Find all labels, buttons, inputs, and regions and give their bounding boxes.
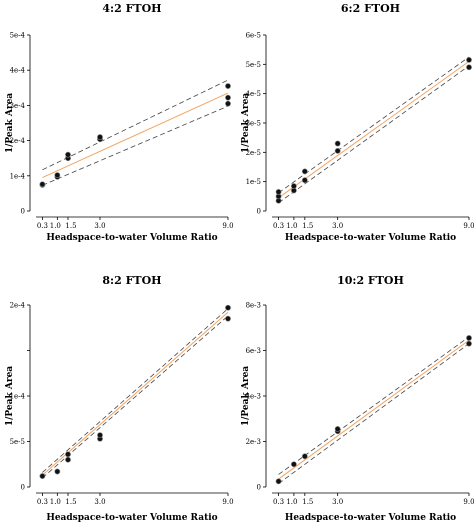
x-tick-label: 1.0: [286, 222, 297, 230]
y-tick-label: 5e-5: [10, 438, 25, 446]
x-axis-title: Headspace-to-water Volume Ratio: [46, 513, 217, 523]
x-tick-label: 0.3: [273, 222, 284, 230]
y-tick-label: 6e-5: [246, 32, 261, 40]
x-tick-label: 1.5: [302, 222, 313, 230]
y-tick-label: 6e-3: [246, 347, 261, 355]
y-tick-label: 4e-5: [246, 90, 261, 98]
chart-title: 8:2 FTOH: [102, 274, 161, 287]
y-tick-label: 5e-5: [246, 61, 261, 69]
ci-upper-line: [278, 56, 470, 194]
ci-upper-line: [42, 308, 229, 473]
data-point: [225, 315, 231, 322]
data-point: [301, 177, 308, 184]
ci-upper-line: [42, 79, 229, 171]
x-axis-title: Headspace-to-water Volume Ratio: [285, 513, 456, 523]
data-point: [466, 335, 472, 341]
regression-line: [42, 92, 229, 179]
ci-lower-line: [278, 343, 470, 484]
data-point: [65, 451, 71, 458]
data-point: [65, 456, 71, 463]
y-tick-label: 8e-3: [246, 302, 261, 310]
chart-title: 10:2 FTOH: [337, 274, 404, 287]
y-tick-label: 2e-3: [246, 438, 261, 446]
chart-title: 4:2 FTOH: [102, 2, 161, 15]
x-axis-title: Headspace-to-water Volume Ratio: [46, 233, 217, 243]
data-point: [225, 83, 231, 89]
y-axis-title: 1/Peak Area: [241, 366, 251, 426]
x-tick-label: 0.3: [37, 498, 48, 506]
y-tick-label: 2e-4: [10, 137, 26, 145]
x-tick-label: 9.0: [222, 222, 233, 230]
y-tick-label: 0: [21, 484, 25, 492]
data-point: [97, 432, 103, 439]
data-point: [334, 426, 341, 432]
chart-title: 6:2 FTOH: [341, 2, 400, 15]
y-axis-title: 1/Peak Area: [5, 93, 15, 153]
x-tick-label: 9.0: [222, 498, 233, 506]
data-point: [225, 304, 231, 311]
y-tick-label: 2e-4: [10, 302, 26, 310]
ci-lower-line: [42, 315, 229, 479]
data-point: [466, 57, 472, 63]
ci-lower-line: [278, 65, 470, 204]
y-tick-label: 4e-3: [246, 393, 261, 401]
y-tick-label: 2e-5: [246, 149, 261, 157]
x-axis-title: Headspace-to-water Volume Ratio: [285, 233, 456, 243]
chart-panel-2: 6:2 FTOH 0.3 1.0 1.5 3.0 9.0 0 1e-5 2e-5 3e-5 4e-5…: [241, 2, 474, 243]
data-point: [334, 147, 341, 154]
x-tick-label: 9.0: [463, 222, 474, 230]
x-tick-label: 1.5: [302, 498, 313, 506]
data-point: [334, 140, 341, 147]
x-tick-label: 3.0: [332, 222, 343, 230]
regression-line: [42, 311, 229, 476]
data-point: [225, 94, 231, 101]
x-tick-label: 0.3: [37, 222, 48, 230]
x-tick-label: 1.0: [50, 222, 61, 230]
y-axis-title: 1/Peak Area: [5, 366, 15, 426]
ci-lower-line: [42, 105, 229, 186]
y-tick-label: 5e-4: [10, 32, 26, 40]
y-tick-label: 3e-5: [246, 120, 261, 128]
x-tick-label: 3.0: [94, 222, 105, 230]
x-tick-label: 3.0: [332, 498, 343, 506]
data-point: [466, 64, 472, 71]
y-tick-label: 4e-4: [10, 67, 26, 75]
regression-line: [278, 60, 470, 199]
y-tick-label: 0: [21, 208, 25, 216]
data-point: [54, 468, 61, 475]
data-point: [275, 478, 282, 485]
data-point: [275, 189, 282, 195]
data-point: [65, 151, 71, 158]
x-tick-label: 9.0: [463, 498, 474, 506]
data-point: [301, 453, 308, 460]
chart-panel-1: 4:2 FTOH 0.3 1.0 1.5 3.0 9.0 0 1e-4 2e-4 3e-4 4e-4…: [5, 2, 234, 243]
x-tick-label: 1.0: [286, 498, 297, 506]
x-tick-label: 3.0: [94, 498, 105, 506]
chart-panel-3: 8:2 FTOH 0.3 1.0 1.5 3.0 9.0 0 5e-5 1e-4 2e-4 Head…: [5, 274, 234, 523]
y-tick-label: 3e-4: [10, 102, 26, 110]
x-tick-label: 1.5: [65, 222, 76, 230]
x-tick-label: 1.0: [50, 498, 61, 506]
y-tick-label: 0: [257, 484, 261, 492]
data-point: [39, 473, 46, 479]
x-tick-label: 0.3: [273, 498, 284, 506]
chart-panel-4: 10:2 FTOH 0.3 1.0 1.5 3.0 9.0 0 2e-3 4e-3 6e-3 8e-…: [241, 274, 474, 523]
regression-line: [278, 339, 470, 480]
ci-upper-line: [278, 336, 470, 475]
data-point: [225, 100, 231, 107]
y-tick-label: 1e-4: [10, 393, 26, 401]
data-point: [301, 168, 308, 175]
y-tick-label: 1e-4: [10, 172, 26, 180]
data-point: [466, 340, 472, 347]
data-point: [290, 461, 297, 468]
data-point: [290, 183, 297, 189]
data-point: [54, 172, 61, 178]
x-tick-label: 1.5: [65, 498, 76, 506]
data-point: [97, 134, 103, 140]
data-point: [39, 181, 46, 188]
y-tick-label: 1e-5: [246, 178, 261, 186]
y-axis-title: 1/Peak Area: [241, 93, 251, 153]
y-tick-label: 0: [257, 208, 261, 216]
